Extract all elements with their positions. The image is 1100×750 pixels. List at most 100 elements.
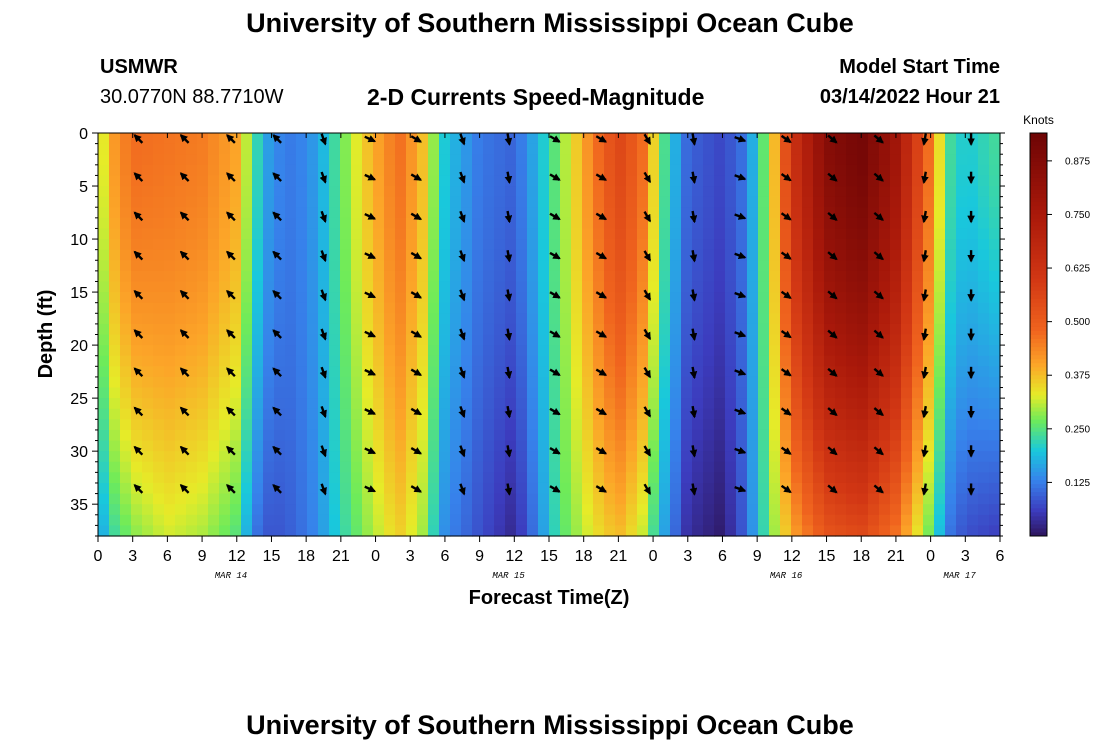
heat-cell (186, 408, 198, 420)
current-vector (549, 212, 561, 221)
heat-cell (109, 313, 121, 325)
heat-cell (846, 186, 858, 198)
heat-cell (197, 239, 209, 251)
heat-cell (571, 281, 583, 293)
heat-cell (329, 525, 341, 537)
heat-cell (725, 164, 737, 177)
heat-cell (527, 249, 539, 261)
heat-cell (934, 270, 946, 283)
heat-cell (813, 164, 825, 177)
heat-cell (758, 387, 770, 399)
heat-cell (538, 239, 550, 251)
heat-cell (604, 143, 616, 155)
heat-cell (549, 239, 561, 251)
heat-cell (923, 504, 935, 516)
heat-cell (538, 398, 550, 410)
heat-cell (582, 270, 594, 283)
heat-cell (637, 472, 649, 484)
heat-cell (747, 461, 759, 473)
heat-cell (956, 451, 968, 463)
heat-cell (714, 482, 726, 495)
heat-cell (384, 387, 396, 399)
heat-cell (538, 355, 550, 367)
heat-cell (428, 461, 440, 473)
heat-cell (967, 228, 979, 240)
heat-cell (329, 429, 341, 442)
heat-cell (241, 504, 253, 516)
heat-cell (714, 472, 726, 484)
heat-cell (824, 323, 836, 336)
heat-cell (153, 207, 165, 219)
heat-cell (428, 504, 440, 516)
heat-cell (472, 313, 484, 325)
heat-cell (868, 196, 880, 208)
heat-cell (142, 302, 154, 314)
heat-cell (890, 514, 902, 526)
heat-cell (945, 313, 957, 325)
heat-cell (560, 154, 572, 166)
heat-cell (307, 133, 319, 145)
heat-cell (758, 164, 770, 177)
heat-cell (384, 249, 396, 261)
heat-cell (890, 408, 902, 420)
heat-cell (197, 419, 209, 431)
heat-cell (912, 228, 924, 240)
heat-cell (835, 217, 847, 230)
heat-cell (978, 366, 990, 378)
heat-cell (505, 419, 517, 431)
y-tick-label: 20 (70, 338, 88, 355)
heat-cell (857, 154, 869, 166)
heat-cell (285, 228, 297, 240)
heat-cell (747, 228, 759, 240)
heat-cell (142, 461, 154, 473)
heat-cell (516, 419, 528, 431)
heat-cell (945, 292, 957, 304)
heat-cell (769, 334, 781, 346)
heat-cell (98, 323, 110, 336)
heat-cell (340, 154, 352, 166)
heat-cell (560, 376, 572, 389)
heat-cell (538, 504, 550, 516)
heat-cell (934, 186, 946, 198)
heat-cell (956, 154, 968, 166)
heat-cell (351, 525, 363, 537)
heat-cell (241, 228, 253, 240)
heat-cell (945, 440, 957, 452)
heat-cell (252, 514, 264, 526)
heat-cell (923, 228, 935, 240)
heat-cell (736, 345, 748, 357)
current-vector (226, 134, 236, 144)
heat-cell (98, 292, 110, 304)
heat-cell (670, 270, 682, 283)
heat-cell (219, 239, 231, 251)
colorbar-tick-label: 0.500 (1065, 317, 1090, 328)
heat-cell (901, 451, 913, 463)
heat-cell (428, 376, 440, 389)
heat-cell (384, 408, 396, 420)
heat-cell (197, 228, 209, 240)
heat-cell (934, 514, 946, 526)
heat-cell (527, 133, 539, 145)
heat-cell (329, 281, 341, 293)
heat-cell (395, 270, 407, 283)
heat-cell (758, 281, 770, 293)
heat-cell (186, 196, 198, 208)
heat-cell (307, 504, 319, 516)
heat-cell (714, 493, 726, 505)
heat-cell (956, 345, 968, 357)
heat-cell (879, 408, 891, 420)
heat-cell (406, 217, 418, 230)
heat-cell (582, 472, 594, 484)
current-vector (504, 171, 513, 185)
heat-cell (989, 281, 1001, 293)
heat-cell (230, 366, 242, 378)
heat-cell (791, 196, 803, 208)
heat-cell (230, 355, 242, 367)
heat-cell (780, 387, 792, 399)
heat-cell (560, 281, 572, 293)
heat-cell (648, 302, 660, 314)
colorbar-swatch (1030, 326, 1047, 331)
heat-cell (637, 164, 649, 177)
heat-cell (417, 472, 429, 484)
heat-cell (714, 514, 726, 526)
